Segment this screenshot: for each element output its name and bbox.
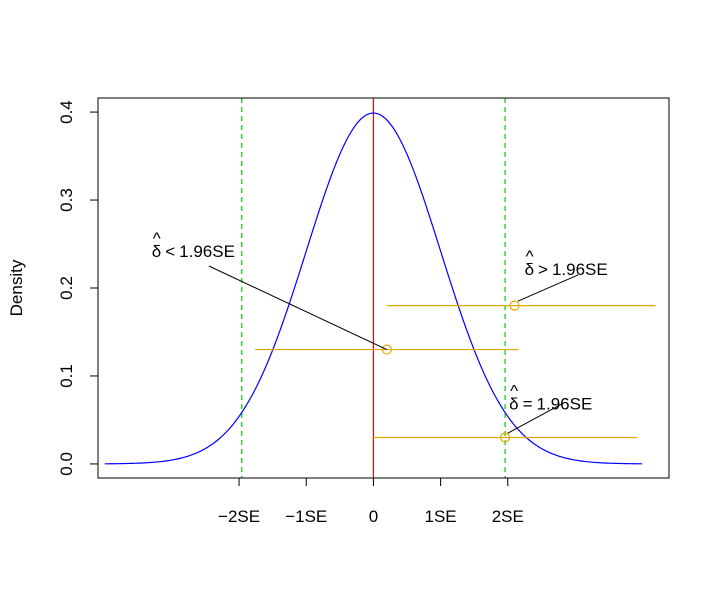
x-tick-label-3: 1SE <box>425 507 457 526</box>
annotation-label-0: δ <1.96SE <box>152 242 235 261</box>
y-tick-label-2: 0.2 <box>57 276 76 300</box>
x-tick-label-4: 2SE <box>492 507 524 526</box>
annotation-hat-0: ^ <box>153 229 161 248</box>
x-tick-label-2: 0 <box>369 507 378 526</box>
y-axis-title: Density <box>7 259 26 316</box>
y-tick-label-4: 0.4 <box>57 100 76 124</box>
annotation-label-2: δ = 1.96SE <box>509 394 592 413</box>
annotations: δ <1.96SE^δ >1.96SE^δ = 1.96SE^ <box>152 229 608 434</box>
y-tick-label-1: 0.1 <box>57 364 76 388</box>
annotation-hat-2: ^ <box>510 381 518 400</box>
annotation-pointer-2 <box>507 401 566 434</box>
annotation-pointer-0 <box>208 265 388 351</box>
axes: 0.0 0.1 0.2 0.3 0.4 −2SE −1SE 0 1SE 2SE <box>57 100 524 526</box>
x-tick-label-0: −2SE <box>218 507 260 526</box>
confidence-intervals <box>255 300 656 443</box>
density-curve-0 <box>104 112 643 465</box>
plot-box <box>97 97 670 479</box>
reference-lines <box>241 98 506 478</box>
annotation-label-1: δ >1.96SE <box>525 260 608 279</box>
y-tick-label-3: 0.3 <box>57 188 76 212</box>
annotation-hat-1: ^ <box>526 247 534 266</box>
x-tick-label-1: −1SE <box>285 507 327 526</box>
annotation-pointer-1 <box>517 274 579 302</box>
density-curve-layer <box>104 112 643 465</box>
estimate-point-0 <box>381 344 392 355</box>
estimate-point-2 <box>499 432 511 443</box>
estimate-point-1 <box>509 300 520 311</box>
y-tick-label-0: 0.0 <box>57 452 76 476</box>
